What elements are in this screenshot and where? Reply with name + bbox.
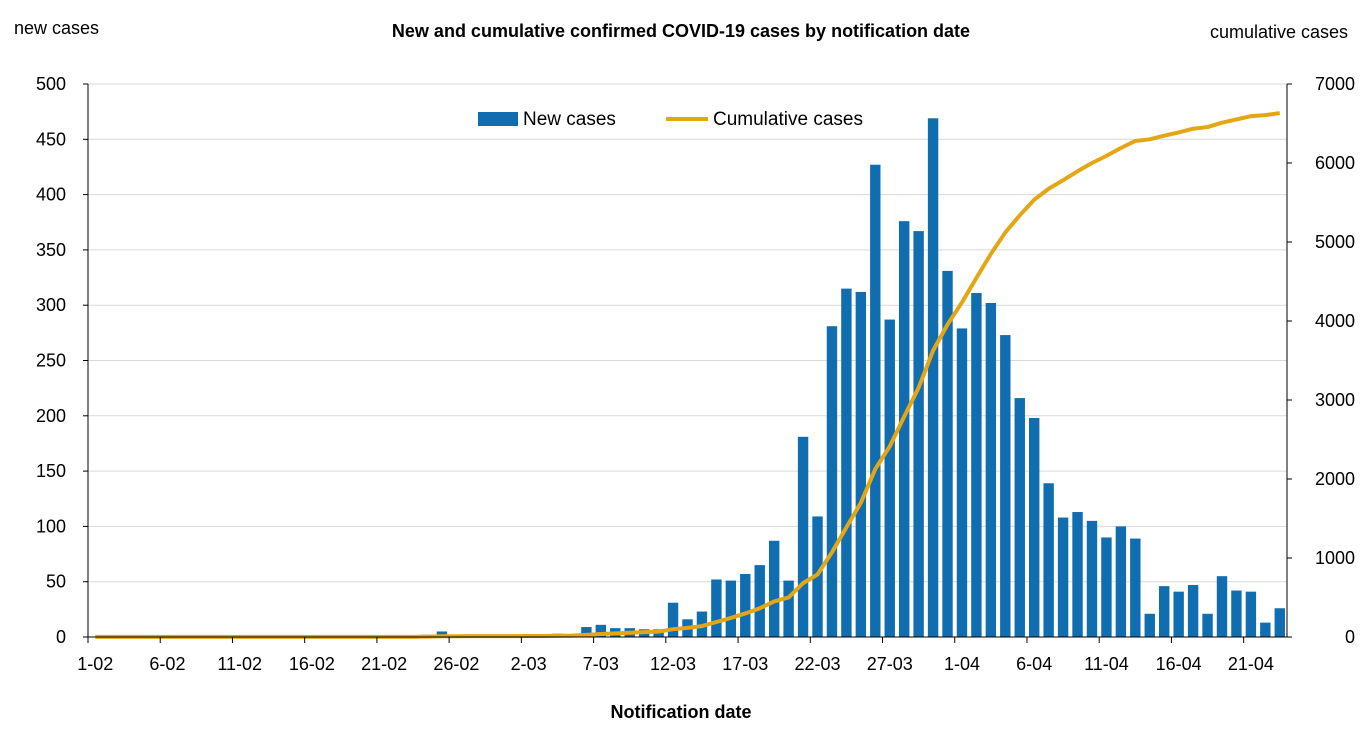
new-cases-bar xyxy=(898,221,910,638)
x-tick-label: 26-02 xyxy=(433,654,479,674)
new-cases-bar xyxy=(1144,613,1155,637)
left-axis-title: new cases xyxy=(14,18,99,38)
new-cases-bar xyxy=(595,624,607,637)
left-tick-label: 500 xyxy=(36,74,66,94)
new-cases-bar xyxy=(841,288,852,637)
new-cases-bar xyxy=(1159,586,1170,637)
x-tick-label: 6-04 xyxy=(1016,654,1052,674)
new-cases-bar xyxy=(870,164,881,637)
new-cases-bar xyxy=(1072,512,1083,637)
x-tick-label: 11-02 xyxy=(217,654,262,674)
x-tick-label: 12-03 xyxy=(650,654,696,674)
left-tick-label: 250 xyxy=(36,351,66,371)
right-tick-label: 6000 xyxy=(1315,153,1355,173)
new-cases-bar xyxy=(956,328,968,637)
x-tick-label: 21-04 xyxy=(1228,654,1274,674)
chart-title: New and cumulative confirmed COVID-19 ca… xyxy=(392,21,970,41)
new-cases-bar xyxy=(1274,608,1285,637)
left-tick-label: 300 xyxy=(36,295,66,315)
new-cases-bar xyxy=(1086,520,1098,637)
x-tick-label: 2-03 xyxy=(511,654,547,674)
new-cases-bar xyxy=(884,319,895,637)
x-tick-label: 22-03 xyxy=(794,654,840,674)
new-cases-bar xyxy=(436,631,448,637)
x-tick-label: 27-03 xyxy=(867,654,913,674)
new-cases-bar xyxy=(1115,526,1127,637)
right-tick-label: 4000 xyxy=(1315,311,1355,331)
new-cases-bar xyxy=(1057,517,1069,637)
new-cases-bar xyxy=(1014,398,1025,637)
x-tick-label: 6-02 xyxy=(149,654,185,674)
new-cases-bar xyxy=(1028,418,1040,637)
left-tick-label: 450 xyxy=(36,129,66,149)
new-cases-bar xyxy=(1202,613,1213,637)
right-tick-label: 5000 xyxy=(1315,232,1355,252)
new-cases-bar xyxy=(971,293,982,637)
new-cases-bar xyxy=(725,580,737,637)
left-tick-label: 350 xyxy=(36,240,66,260)
gridlines xyxy=(88,83,1287,583)
new-cases-bar xyxy=(1101,537,1112,637)
new-cases-bar xyxy=(1260,622,1271,637)
new-cases-bar xyxy=(913,231,924,637)
left-axis-tick-labels: 0 50 100 150 200 250 300 350 400 450 500 xyxy=(36,74,66,647)
new-cases-bar xyxy=(942,270,953,637)
x-tick-label: 21-02 xyxy=(361,654,407,674)
new-cases-bar xyxy=(1130,538,1141,637)
new-cases-bar xyxy=(711,579,722,637)
new-cases-bar xyxy=(581,627,592,637)
left-tick-label: 150 xyxy=(36,461,66,481)
legend-new-cases-label: New cases xyxy=(523,109,616,130)
legend-new-cases-swatch xyxy=(478,112,518,126)
new-cases-bar xyxy=(783,580,794,637)
right-tick-label: 0 xyxy=(1345,627,1355,647)
x-axis-title: Notification date xyxy=(610,702,751,722)
new-cases-bar xyxy=(740,573,751,637)
x-tick-label: 7-03 xyxy=(583,654,619,674)
new-cases-bars xyxy=(422,118,1285,638)
axes xyxy=(83,83,1292,643)
x-tick-label: 1-02 xyxy=(77,654,113,674)
right-axis-title: cumulative cases xyxy=(1210,22,1348,42)
legend: New cases Cumulative cases xyxy=(478,109,863,130)
new-cases-bar xyxy=(826,326,838,637)
x-tick-label: 11-04 xyxy=(1084,654,1129,674)
x-axis-tick-labels: 1-02 6-02 11-02 16-02 21-02 26-02 2-03 7-03 12-0… xyxy=(77,654,1274,674)
right-tick-label: 1000 xyxy=(1315,548,1355,568)
new-cases-bar xyxy=(985,302,997,637)
new-cases-bar xyxy=(1043,483,1054,637)
left-tick-label: 100 xyxy=(36,516,66,536)
new-cases-bar xyxy=(797,436,809,637)
x-tick-label: 17-03 xyxy=(722,654,768,674)
new-cases-bar xyxy=(768,540,780,637)
new-cases-bar xyxy=(1231,590,1242,637)
x-tick-label: 1-04 xyxy=(944,654,980,674)
left-tick-label: 200 xyxy=(36,406,66,426)
new-cases-bar xyxy=(1173,591,1184,637)
right-tick-label: 3000 xyxy=(1315,390,1355,410)
new-cases-bar xyxy=(855,291,867,637)
x-tick-label: 16-04 xyxy=(1156,654,1202,674)
left-tick-label: 0 xyxy=(56,627,66,647)
right-axis-tick-labels: 0 1000 2000 3000 4000 5000 6000 7000 xyxy=(1315,74,1355,647)
new-cases-bar xyxy=(927,118,939,637)
new-cases-bar xyxy=(754,565,765,637)
new-cases-bar xyxy=(667,602,679,637)
new-cases-bar xyxy=(1187,585,1199,637)
x-tick-label: 16-02 xyxy=(289,654,335,674)
new-cases-bar xyxy=(1000,335,1011,637)
left-tick-label: 50 xyxy=(46,572,66,592)
legend-cumulative-cases-label: Cumulative cases xyxy=(713,109,863,130)
left-tick-label: 400 xyxy=(36,185,66,205)
new-cases-bar xyxy=(1216,576,1228,637)
right-tick-label: 2000 xyxy=(1315,469,1355,489)
right-tick-label: 7000 xyxy=(1315,74,1355,94)
new-cases-bar xyxy=(1245,591,1257,637)
